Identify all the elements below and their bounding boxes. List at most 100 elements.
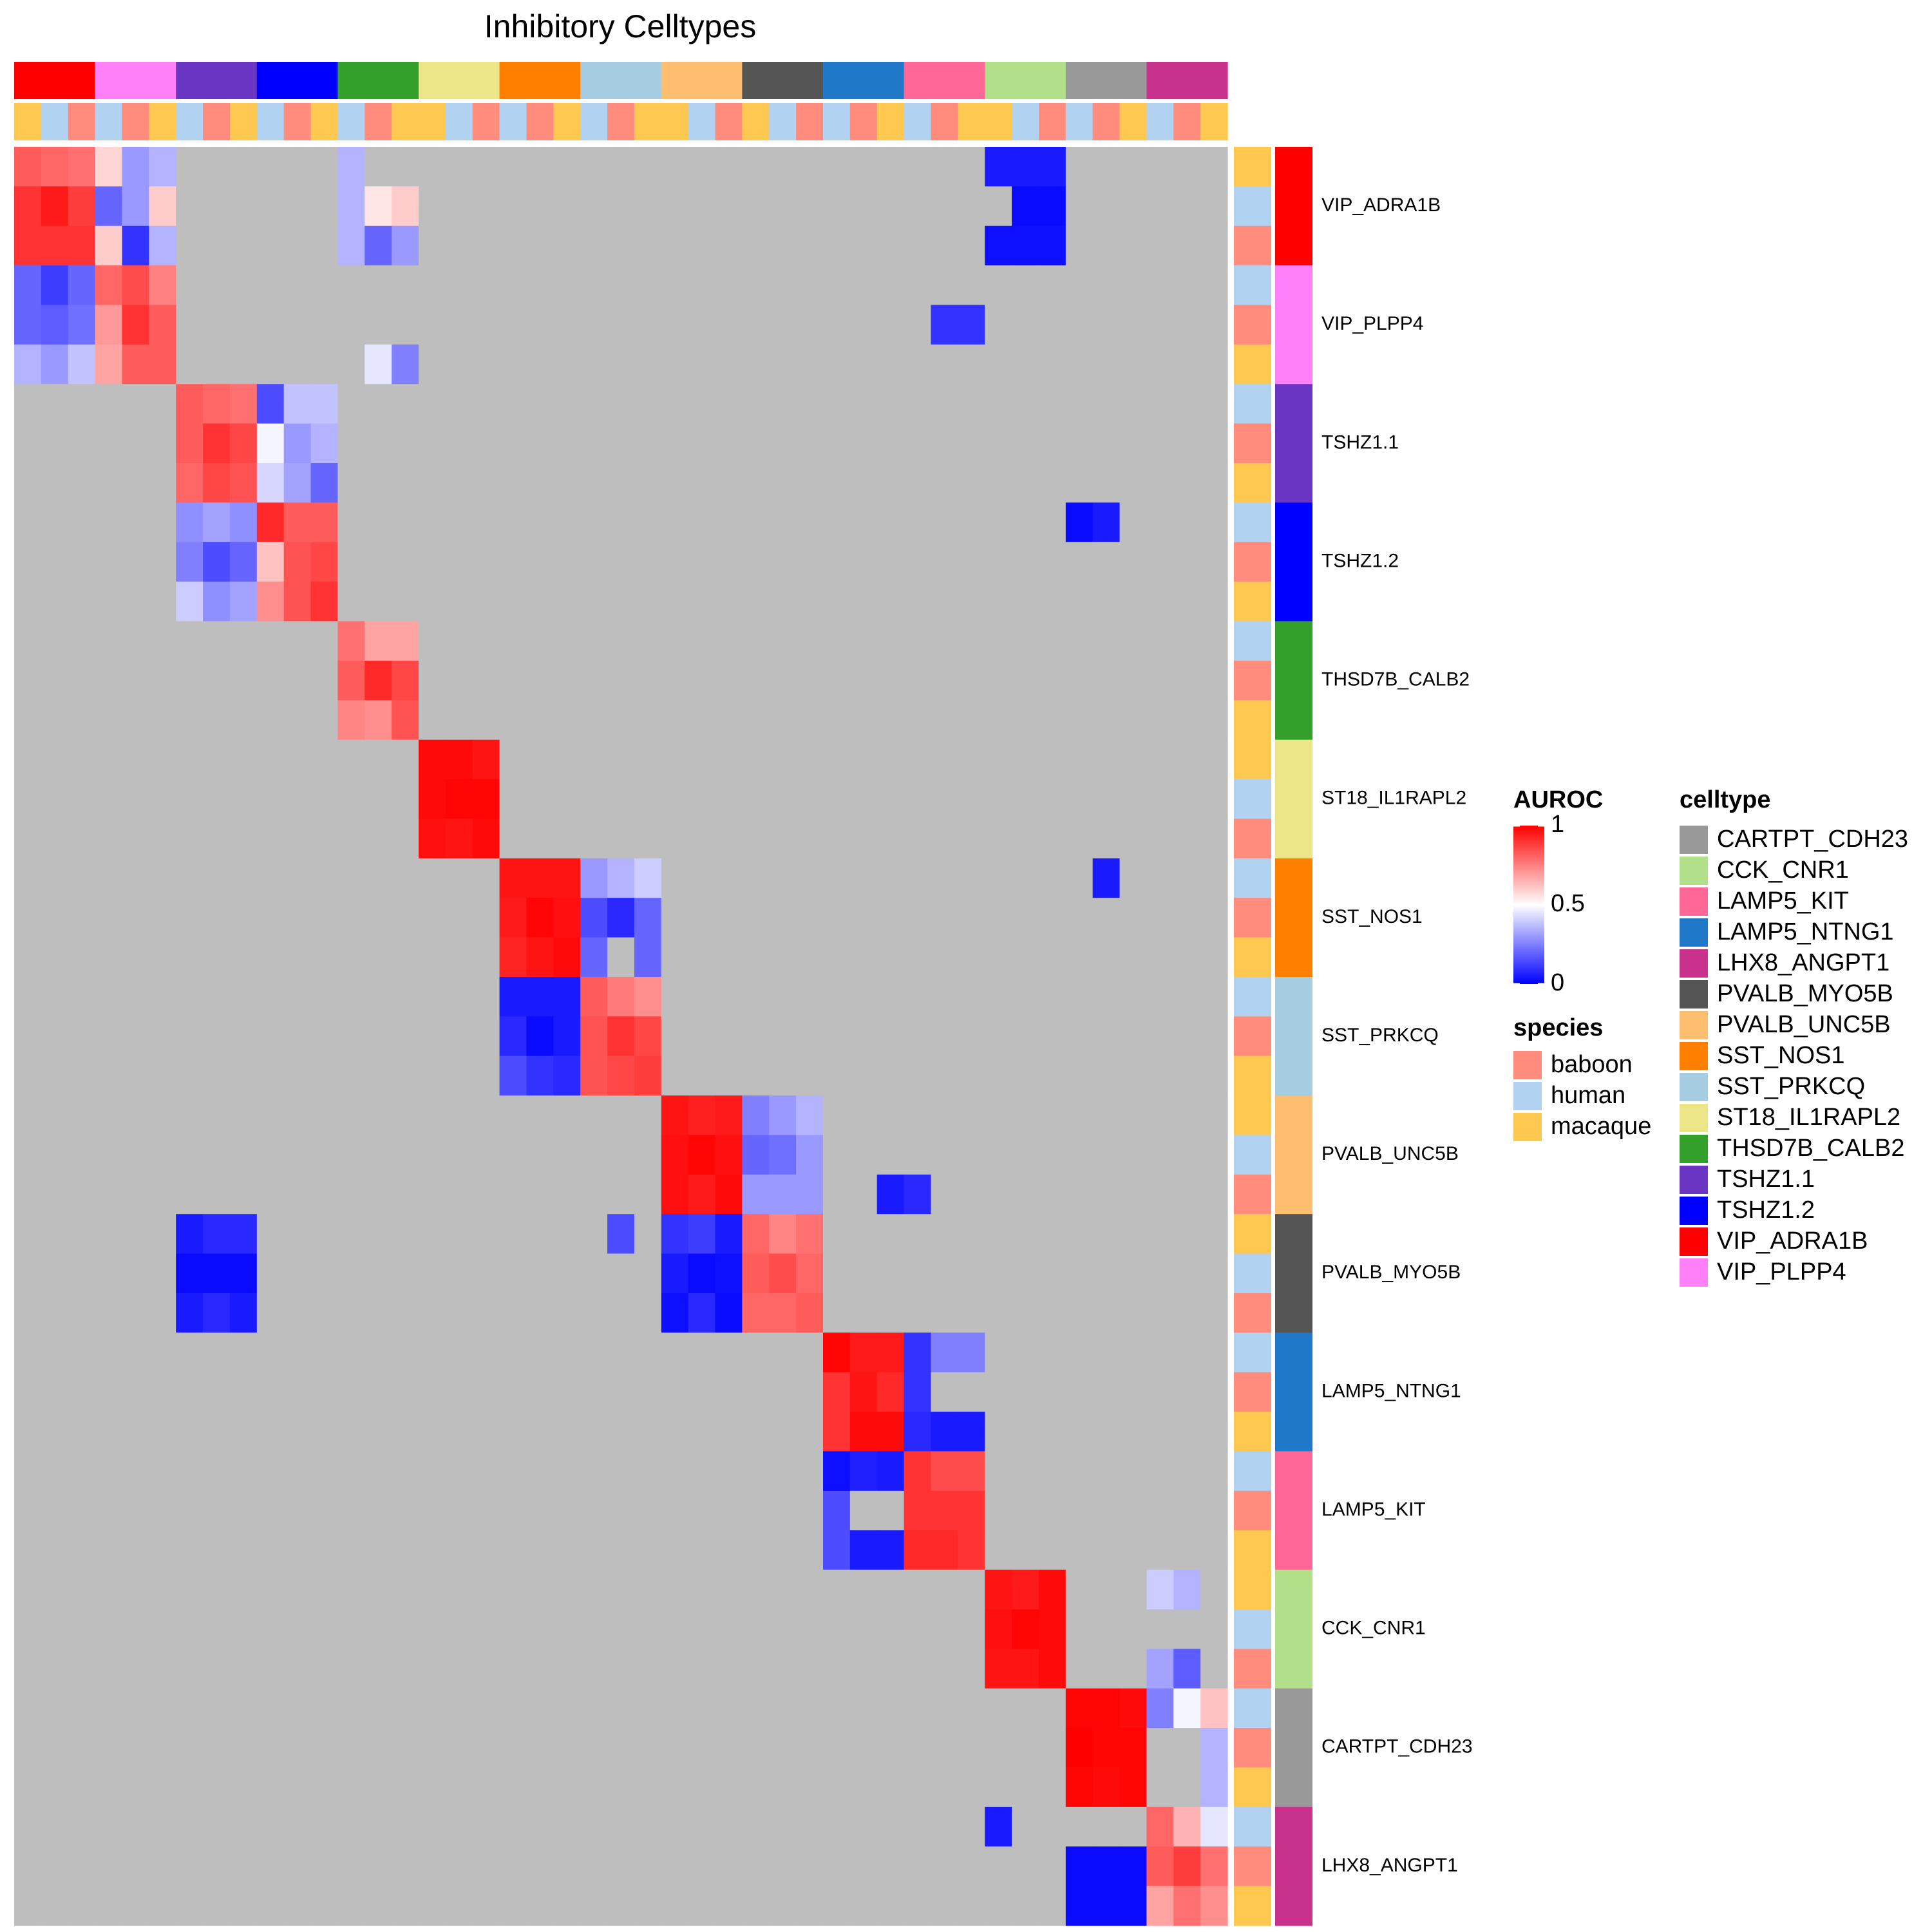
- heatmap-cell: [985, 1056, 1012, 1096]
- heatmap-cell: [95, 1846, 123, 1887]
- heatmap-cell: [1119, 225, 1147, 266]
- heatmap-cell: [445, 1767, 473, 1808]
- column-species-cell: [580, 103, 608, 140]
- heatmap-cell: [634, 1095, 662, 1136]
- heatmap-cell: [904, 225, 932, 266]
- heatmap-cell: [365, 463, 392, 503]
- column-species-cell: [526, 103, 554, 140]
- heatmap-cell: [14, 344, 42, 384]
- celltype-legend-label: LHX8_ANGPT1: [1717, 949, 1889, 976]
- heatmap-cell: [203, 265, 231, 306]
- heatmap-cell: [931, 621, 958, 661]
- heatmap-cell: [1173, 779, 1201, 820]
- heatmap-cell: [337, 739, 365, 780]
- heatmap-cell: [472, 1135, 500, 1175]
- heatmap-cell: [849, 542, 878, 582]
- heatmap-cell: [392, 384, 419, 424]
- heatmap-cell: [634, 384, 662, 424]
- row-species-cell: [1234, 1253, 1271, 1294]
- heatmap-cell: [176, 937, 204, 978]
- celltype-legend-swatch: [1680, 1197, 1708, 1225]
- heatmap-cell: [1012, 582, 1039, 622]
- heatmap-cell: [1200, 1569, 1228, 1610]
- heatmap-cell: [1092, 1846, 1121, 1887]
- heatmap-cell: [392, 779, 419, 820]
- heatmap-cell: [68, 1688, 96, 1728]
- column-species-cell: [14, 103, 42, 140]
- heatmap-cell: [688, 660, 716, 701]
- heatmap-cell: [68, 976, 96, 1017]
- heatmap-cell: [229, 1569, 258, 1610]
- heatmap-cell: [580, 1253, 608, 1294]
- heatmap-cell: [41, 739, 69, 780]
- heatmap-cell: [876, 1767, 905, 1808]
- heatmap-cell: [365, 305, 392, 345]
- heatmap-cell: [1173, 1135, 1201, 1175]
- heatmap-cell: [337, 1846, 365, 1887]
- heatmap-cell: [149, 1806, 176, 1847]
- row-species-cell: [1234, 1135, 1271, 1175]
- heatmap-cell: [1092, 779, 1121, 820]
- heatmap-cell: [499, 423, 527, 464]
- heatmap-cell: [419, 660, 446, 701]
- heatmap-cell: [958, 621, 985, 661]
- heatmap-cell: [715, 1451, 743, 1492]
- heatmap-cell: [392, 898, 419, 938]
- heatmap-cell: [1173, 147, 1201, 187]
- heatmap-cell: [365, 779, 392, 820]
- heatmap-cell: [553, 423, 581, 464]
- heatmap-cell: [742, 1490, 770, 1531]
- heatmap-cell: [419, 1806, 446, 1847]
- heatmap-cell: [1119, 1332, 1147, 1373]
- heatmap-cell: [41, 1293, 69, 1333]
- heatmap-cell: [419, 1530, 446, 1571]
- heatmap-cell: [1119, 384, 1147, 424]
- heatmap-cell: [849, 700, 878, 741]
- heatmap-cell: [283, 423, 312, 464]
- row-celltype-block: [1275, 1688, 1312, 1808]
- column-species-cell: [1119, 103, 1147, 140]
- heatmap-cell: [1200, 660, 1228, 701]
- heatmap-cell: [176, 265, 204, 306]
- heatmap-cell: [958, 1095, 985, 1136]
- heatmap-cell: [715, 502, 743, 543]
- heatmap-cell: [445, 660, 473, 701]
- heatmap-cell: [95, 1095, 123, 1136]
- heatmap-cell: [769, 423, 797, 464]
- heatmap-cell: [1092, 542, 1121, 582]
- heatmap-cell: [1119, 1135, 1147, 1175]
- heatmap-cell: [1146, 225, 1174, 266]
- row-species-cell: [1234, 1767, 1271, 1808]
- heatmap-cell: [823, 265, 851, 306]
- heatmap-cell: [742, 1135, 770, 1175]
- heatmap-cell: [41, 1253, 69, 1294]
- heatmap-cell: [688, 1174, 716, 1215]
- heatmap-cell: [526, 1332, 554, 1373]
- heatmap-cell: [958, 819, 985, 859]
- celltype-legend: celltype CARTPT_CDH23CCK_CNR1LAMP5_KITLA…: [1680, 786, 1908, 1287]
- heatmap-cell: [68, 779, 96, 820]
- heatmap-cell: [310, 1095, 338, 1136]
- heatmap-cell: [256, 739, 285, 780]
- heatmap-cell: [553, 1569, 581, 1610]
- heatmap-cell: [634, 700, 662, 741]
- heatmap-cell: [1012, 344, 1039, 384]
- heatmap-cell: [1146, 1253, 1174, 1294]
- heatmap-cell: [419, 225, 446, 266]
- heatmap-cell: [634, 1372, 662, 1412]
- heatmap-cell: [823, 1174, 851, 1215]
- heatmap-cell: [1038, 225, 1066, 266]
- heatmap-cell: [634, 621, 662, 661]
- heatmap-cell: [283, 147, 312, 187]
- heatmap-cell: [1146, 186, 1174, 227]
- heatmap-cell: [203, 423, 231, 464]
- heatmap-cell: [472, 1332, 500, 1373]
- heatmap-cell: [849, 1332, 878, 1373]
- heatmap-cell: [876, 225, 905, 266]
- heatmap-cell: [14, 305, 42, 345]
- heatmap-cell: [419, 898, 446, 938]
- heatmap-cell: [229, 1332, 258, 1373]
- heatmap-cell: [256, 1056, 285, 1096]
- heatmap-cell: [715, 1767, 743, 1808]
- heatmap-cell: [176, 1728, 204, 1768]
